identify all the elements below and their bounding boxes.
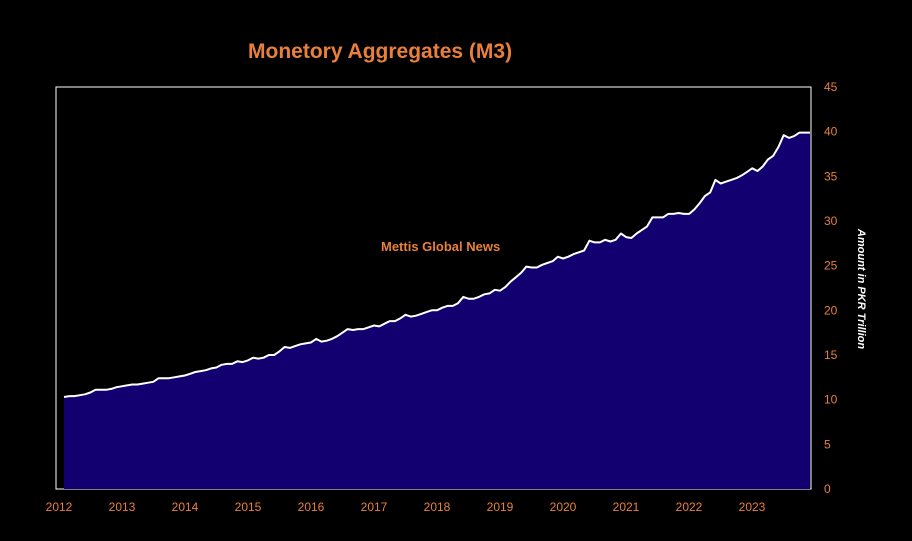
x-tick-label: 2020 [550, 500, 577, 514]
chart-title: Monetory Aggregates (M3) [248, 40, 513, 63]
x-tick-label: 2013 [109, 500, 136, 514]
x-tick-label: 2019 [487, 500, 514, 514]
x-tick-label: 2014 [172, 500, 199, 514]
y-tick-label: 40 [824, 125, 838, 139]
series-line [63, 131, 810, 398]
x-tick-label: 2018 [424, 500, 451, 514]
watermark-text: Mettis Global News [381, 239, 501, 254]
y-tick-label: 35 [824, 169, 838, 183]
y-tick-label: 5 [824, 437, 831, 451]
y-tick-label: 30 [824, 214, 838, 228]
x-tick-label: 2021 [613, 500, 640, 514]
x-tick-label: 2017 [361, 500, 388, 514]
y-tick-label: 20 [824, 303, 838, 317]
x-tick-label: 2023 [739, 500, 766, 514]
y-tick-label: 25 [824, 259, 838, 273]
x-tick-label: 2015 [235, 500, 262, 514]
y-tick-label: 15 [824, 348, 838, 362]
x-tick-label: 2022 [676, 500, 703, 514]
y-tick-label: 10 [824, 393, 838, 407]
y-tick-label: 45 [824, 80, 838, 94]
x-tick-label: 2016 [298, 500, 325, 514]
x-tick-label: 2012 [46, 500, 73, 514]
y-tick-label: 0 [824, 482, 831, 496]
